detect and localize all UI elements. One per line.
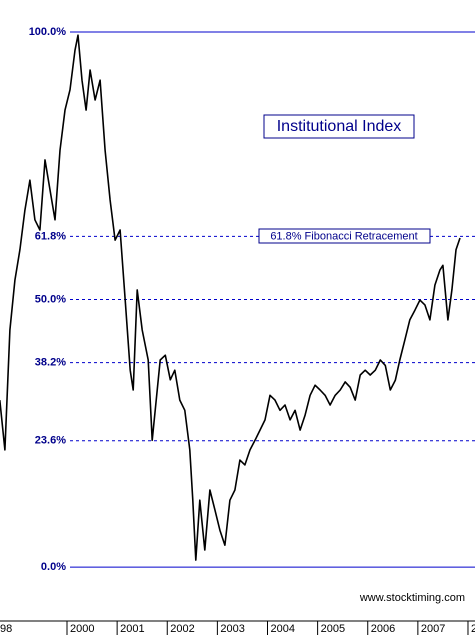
x-tick-label: 2004 [270, 623, 294, 635]
x-tick-label: 2002 [170, 623, 194, 635]
x-tick-label: 2003 [220, 623, 244, 635]
data [0, 34, 461, 561]
x-tick-label: 2 [471, 623, 475, 635]
fib-annotation: 61.8% Fibonacci Retracement [270, 230, 417, 242]
overlay: 0.0% 23.6% 38.2% 50.0% 61.8% 100.0% 98 2000 2001… [0, 26, 475, 635]
annotation-box [258, 228, 431, 244]
y-tick-label: 100.0% [29, 26, 67, 38]
grid [70, 31, 475, 568]
x-tick-label: 2007 [421, 623, 445, 635]
x-tick-label: 2005 [321, 623, 345, 635]
price-line [0, 34, 461, 561]
x-tick-label: 2000 [70, 623, 94, 635]
x-tick-label: 2006 [371, 623, 395, 635]
y-tick-label: 50.0% [35, 293, 66, 305]
y-tick-label: 38.2% [35, 357, 66, 369]
y-tick-label: 0.0% [41, 561, 66, 573]
y-tick-label: 23.6% [35, 435, 66, 447]
source-annotation: www.stocktiming.com [359, 592, 465, 604]
x-tick-label: 98 [0, 623, 12, 635]
chart-title: Institutional Index [277, 118, 402, 135]
y-tick-label: 61.8% [35, 230, 66, 242]
x-tick-label: 2001 [120, 623, 144, 635]
title-box [263, 114, 415, 139]
